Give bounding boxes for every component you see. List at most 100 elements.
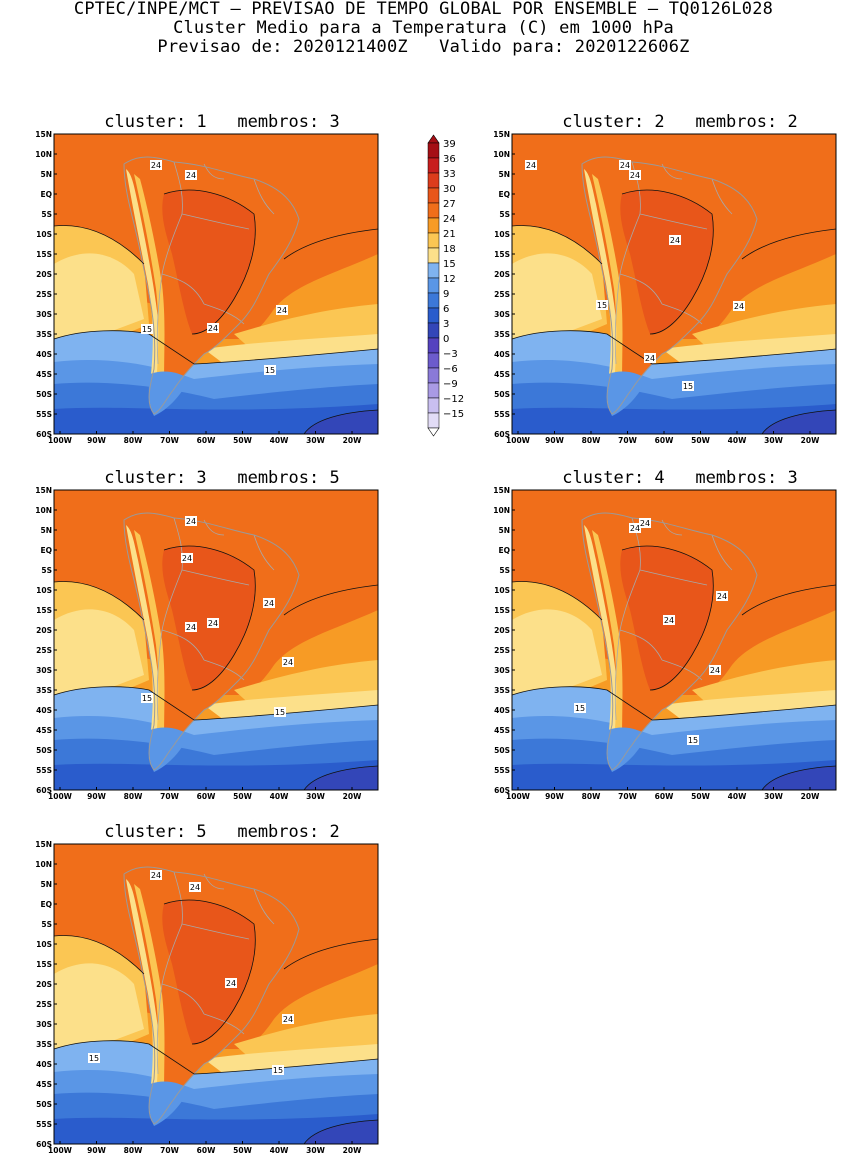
contour-label-bg (263, 598, 275, 608)
lat-tick-label: 40S (36, 1060, 52, 1069)
legend-level-label: 15 (443, 259, 456, 270)
lon-tick-label: 50W (233, 436, 252, 445)
lon-tick-label: 90W (87, 1146, 106, 1155)
contour-label-bg (639, 518, 651, 528)
contour-label-bg (629, 170, 641, 180)
lon-tick-label: 30W (306, 1146, 325, 1155)
lat-tick-label: 5S (499, 210, 510, 219)
contour-label-15: 15 (142, 325, 152, 334)
panel-title: cluster: 5 membros: 2 (104, 822, 340, 842)
contour-label-bg (644, 353, 656, 363)
lat-tick-label: 5N (499, 526, 511, 535)
country-borders (614, 517, 733, 721)
legend-swatch (427, 217, 440, 234)
lat-tick-label: 5S (41, 566, 52, 575)
contour-label-24: 24 (264, 599, 274, 608)
contour-label-bg (150, 160, 162, 170)
legend-swatch (427, 337, 440, 354)
lat-tick-label: 60S (36, 1140, 52, 1149)
contour-label-24: 24 (190, 883, 200, 892)
contour-label-bg (525, 160, 537, 170)
lon-tick-label: 70W (618, 436, 637, 445)
legend-swatch (427, 307, 440, 324)
contour-labels: 24 24 24 24 24 24 15 15 (141, 516, 294, 717)
contour-label-24: 24 (151, 871, 161, 880)
contour-label-bg (150, 870, 162, 880)
lon-tick-label: 60W (197, 792, 216, 801)
lon-tick-label: 90W (545, 792, 564, 801)
lon-tick-label: 40W (728, 792, 747, 801)
legend-level-label: 3 (443, 319, 449, 330)
lat-tick-label: 20S (36, 980, 52, 989)
lat-tick-label: 35S (36, 1040, 52, 1049)
lat-tick-label: 10N (35, 150, 52, 159)
legend-level-label: −15 (443, 409, 464, 420)
lat-tick-label: 40S (494, 706, 510, 715)
lat-tick-label: 5N (41, 880, 53, 889)
contour-label-24: 24 (640, 519, 650, 528)
contour-lines (53, 545, 379, 791)
contour-label-15: 15 (273, 1066, 283, 1075)
lat-tick-label: 10S (36, 586, 52, 595)
lat-tick-label: 50S (36, 746, 52, 755)
lon-tick-label: 60W (655, 436, 674, 445)
lon-tick-label: 90W (87, 792, 106, 801)
lat-tick-label: 5S (41, 210, 52, 219)
temperature-map: 24 24 24 24 15 15 15N 10N 5N EQ 5S 10S 15S 20S 25S 30S 3… (35, 840, 379, 1155)
figure-title-line-2: Cluster Medio para a Temperatura (C) em … (173, 18, 674, 38)
lon-tick-label: 30W (764, 792, 783, 801)
lat-tick-label: 15N (35, 486, 52, 495)
lon-tick-label: 40W (270, 436, 289, 445)
contour-label-24: 24 (620, 161, 630, 170)
panel-title: cluster: 3 membros: 5 (104, 468, 340, 488)
contour-label-bg (733, 301, 745, 311)
lat-tick-label: 55S (36, 410, 52, 419)
legend-swatch (427, 397, 440, 414)
contour-label-24: 24 (277, 306, 287, 315)
lat-tick-label: 15S (36, 606, 52, 615)
lat-tick-label: 55S (36, 766, 52, 775)
legend-level-label: −3 (443, 349, 458, 360)
lat-tick-label: 10N (493, 150, 510, 159)
lat-tick-label: 10S (494, 586, 510, 595)
lat-tick-label: 10N (35, 506, 52, 515)
contour-labels: 24 24 24 24 15 15 (141, 160, 288, 375)
lat-tick-label: 60S (36, 786, 52, 795)
legend-swatch (427, 382, 440, 399)
panel-title: cluster: 2 membros: 2 (562, 112, 798, 132)
lon-tick-label: 70W (160, 792, 179, 801)
contour-label-24: 24 (182, 554, 192, 563)
lat-tick-label: 15S (36, 250, 52, 259)
contour-label-24: 24 (734, 302, 744, 311)
contour-label-bg (225, 978, 237, 988)
legend-level-label: 33 (443, 169, 456, 180)
lat-tick-label: 10N (493, 506, 510, 515)
lat-tick-label: 10N (35, 860, 52, 869)
lat-tick-label: 25S (494, 290, 510, 299)
lat-tick-label: 40S (36, 350, 52, 359)
contour-label-bg (181, 553, 193, 563)
lat-tick-label: EQ (41, 900, 53, 909)
temperature-map: 2424242424151515N10N5NEQ5S10S15S20S25S30… (493, 486, 837, 801)
contour-label-15: 15 (142, 694, 152, 703)
legend-swatch (427, 367, 440, 384)
lat-tick-label: 5S (499, 566, 510, 575)
contour-lines (53, 189, 379, 435)
legend-level-label: 9 (443, 289, 449, 300)
lat-tick-label: 60S (494, 430, 510, 439)
lon-tick-label: 20W (801, 436, 820, 445)
legend-level-label: −6 (443, 364, 458, 375)
lat-tick-label: 25S (36, 646, 52, 655)
lon-tick-label: 70W (160, 1146, 179, 1155)
legend-swatch (427, 277, 440, 294)
lon-tick-label: 100W (506, 792, 531, 801)
lat-tick-label: 35S (494, 330, 510, 339)
country-borders (156, 871, 275, 1075)
lon-tick-label: 30W (764, 436, 783, 445)
lon-tick-label: 100W (48, 792, 73, 801)
lat-tick-label: 50S (494, 390, 510, 399)
lat-tick-label: 35S (494, 686, 510, 695)
lon-tick-label: 20W (343, 792, 362, 801)
figure-title-line-1: CPTEC/INPE/MCT – PREVISAO DE TEMPO GLOBA… (73, 0, 774, 19)
lon-tick-label: 40W (728, 436, 747, 445)
